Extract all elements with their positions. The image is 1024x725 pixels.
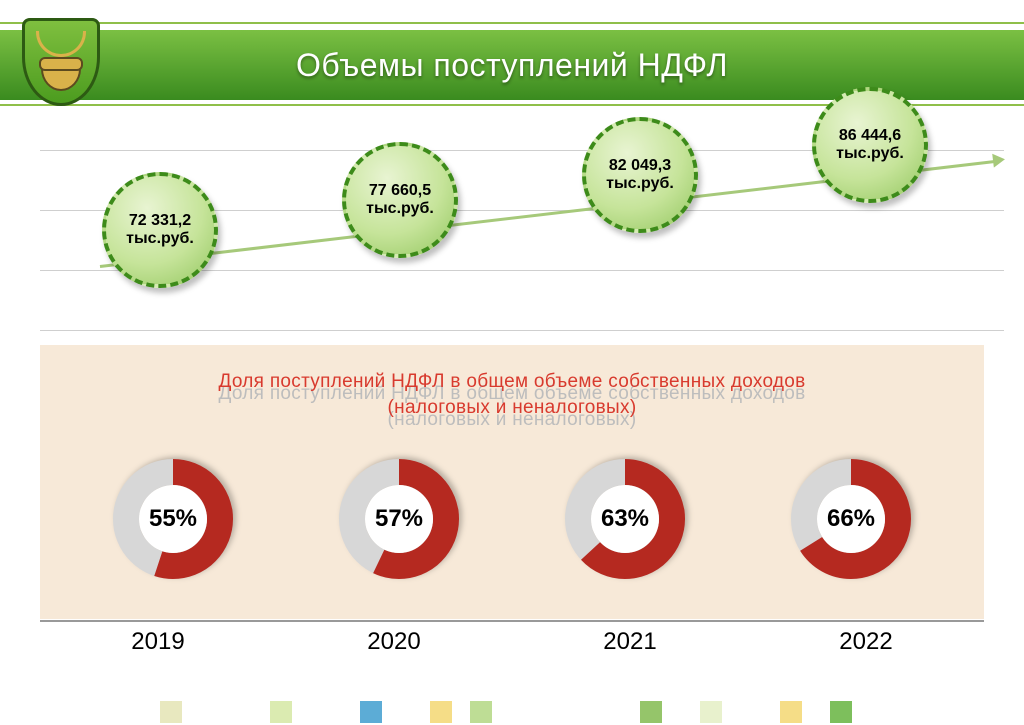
- year-label: 2020: [324, 628, 464, 656]
- trend-bubble: 72 331,2тыс.руб.: [102, 172, 218, 288]
- trend-bubble-label: 77 660,5тыс.руб.: [360, 182, 440, 219]
- trend-bubble-label: 72 331,2тыс.руб.: [120, 212, 200, 249]
- year-label: 2021: [560, 628, 700, 656]
- trend-bubble: 82 049,3тыс.руб.: [582, 117, 698, 233]
- deco-square: [430, 701, 452, 723]
- year-label: 2019: [88, 628, 228, 656]
- deco-square: [780, 701, 802, 723]
- year-label: 2022: [796, 628, 936, 656]
- donut-percent-label: 66%: [781, 449, 921, 589]
- donut-percent-label: 55%: [103, 449, 243, 589]
- trend-bubble-label: 86 444,6тыс.руб.: [830, 127, 910, 164]
- donut-chart: 63%: [555, 449, 695, 589]
- trend-bubble: 77 660,5тыс.руб.: [342, 142, 458, 258]
- share-title: Доля поступлений НДФЛ в общем объеме соб…: [60, 369, 964, 431]
- donut-cell: 63%: [555, 449, 695, 589]
- donut-chart: 57%: [329, 449, 469, 589]
- crest-pot-icon: [41, 63, 81, 91]
- trend-bubble-label: 82 049,3тыс.руб.: [600, 157, 680, 194]
- trend-chart: 72 331,2тыс.руб. 77 660,5тыс.руб. 82 049,3…: [40, 130, 1004, 330]
- deco-square: [270, 701, 292, 723]
- deco-square: [700, 701, 722, 723]
- deco-square: [640, 701, 662, 723]
- share-title-main: Доля поступлений НДФЛ в общем объеме соб…: [60, 369, 964, 420]
- crest-emblem: [22, 18, 100, 106]
- trend-bubble: 86 444,6тыс.руб.: [812, 87, 928, 203]
- donut-cell: 66%: [781, 449, 921, 589]
- donut-cell: 55%: [103, 449, 243, 589]
- header-rule-top: [0, 22, 1024, 24]
- donut-percent-label: 57%: [329, 449, 469, 589]
- share-title-main-line1: Доля поступлений НДФЛ в общем объеме соб…: [218, 371, 805, 392]
- donut-cell: 57%: [329, 449, 469, 589]
- donut-row: 55% 57% 63% 66%: [60, 449, 964, 589]
- crest-bow-icon: [36, 31, 86, 57]
- deco-square: [360, 701, 382, 723]
- deco-square: [160, 701, 182, 723]
- donut-chart: 55%: [103, 449, 243, 589]
- page-title: Объемы поступлений НДФЛ: [296, 47, 728, 84]
- trend-arrow-head-icon: [992, 152, 1006, 167]
- crest-shield-icon: [22, 18, 100, 106]
- deco-square: [830, 701, 852, 723]
- gridline: [40, 330, 1004, 331]
- donut-chart: 66%: [781, 449, 921, 589]
- deco-square: [470, 701, 492, 723]
- years-axis: 2019 2020 2021 2022: [40, 620, 984, 656]
- share-panel: Доля поступлений НДФЛ в общем объеме соб…: [40, 345, 984, 619]
- footer-decoration: [0, 695, 1024, 725]
- donut-percent-label: 63%: [555, 449, 695, 589]
- share-title-main-line2: (налоговых и неналоговых): [388, 397, 637, 418]
